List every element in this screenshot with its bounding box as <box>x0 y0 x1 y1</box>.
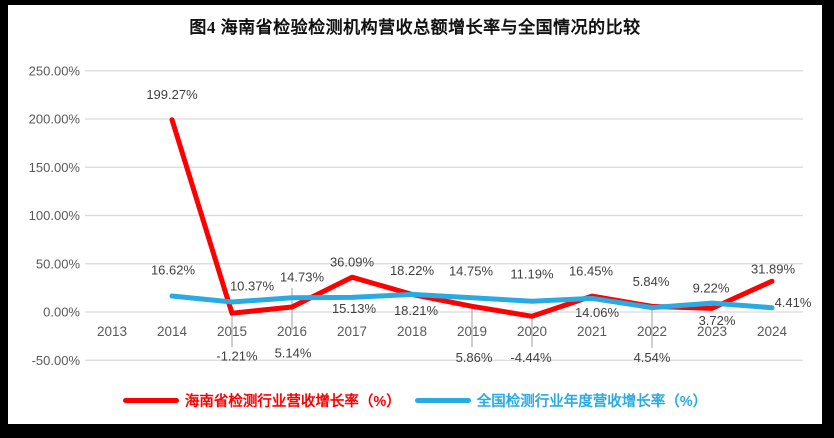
y-axis-tick-label: 0.00% <box>43 305 80 320</box>
x-axis-tick-label: 2014 <box>157 324 188 339</box>
x-axis-tick-label: 2018 <box>397 324 427 339</box>
data-label-hainan: 3.72% <box>699 313 736 328</box>
data-label-hainan: -4.44% <box>510 350 552 365</box>
chart-panel <box>8 5 822 424</box>
data-label-national: 14.73% <box>280 269 325 284</box>
data-label-hainan: 5.14% <box>275 346 312 361</box>
legend-swatch-national-line-icon <box>414 397 471 403</box>
x-axis-tick-label: 2017 <box>337 324 367 339</box>
data-label-national: 18.21% <box>394 303 439 318</box>
legend-item-national: 全国检测行业年度营收增长率（%） <box>414 390 708 411</box>
legend-label-national: 全国检测行业年度营收增长率（%） <box>476 393 708 410</box>
x-axis-tick-label: 2023 <box>697 324 727 339</box>
legend-item-hainan: 海南省检测行业营收增长率（%） <box>122 390 401 411</box>
data-label-hainan: 199.27% <box>146 87 198 102</box>
x-axis-tick-label: 2021 <box>577 324 607 339</box>
y-axis-tick-label: 50.00% <box>36 256 81 271</box>
data-label-national: 10.37% <box>230 278 275 293</box>
data-label-national: 15.13% <box>332 301 377 316</box>
data-label-national: 16.62% <box>151 262 196 277</box>
data-label-national: 11.19% <box>510 267 554 282</box>
data-label-hainan: 5.86% <box>456 350 493 365</box>
data-label-national: 9.22% <box>693 281 730 296</box>
data-label-hainan: 36.09% <box>330 255 375 270</box>
data-label-hainan: -1.21% <box>216 349 258 364</box>
legend-swatch-hainan-line-icon <box>122 397 179 403</box>
data-label-national: 4.54% <box>634 350 671 365</box>
series-line-national <box>169 291 775 311</box>
legend-label-hainan: 海南省检测行业营收增长率（%） <box>184 393 401 410</box>
data-label-national: 4.41% <box>775 295 812 310</box>
y-axis-tick-label: 250.00% <box>29 63 81 78</box>
x-axis-tick-label: 2013 <box>97 324 127 339</box>
chart-title: 图4 海南省检验检测机构营收总额增长率与全国情况的比较 <box>189 18 641 37</box>
x-axis-tick-label: 2024 <box>757 324 788 339</box>
y-axis-tick-label: 200.00% <box>29 112 81 127</box>
y-axis-tick-label: 100.00% <box>29 208 81 223</box>
data-label-hainan: 5.84% <box>633 274 670 289</box>
data-label-hainan: 16.45% <box>569 264 614 279</box>
y-axis-tick-label: -50.00% <box>32 353 81 368</box>
chart-legend: 海南省检测行业营收增长率（%） 全国检测行业年度营收增长率（%） <box>8 389 822 411</box>
data-label-national: 14.75% <box>449 263 494 278</box>
y-axis-tick-label: 150.00% <box>29 160 81 175</box>
data-label-hainan: 18.22% <box>390 263 435 278</box>
data-label-national: 14.06% <box>575 305 620 320</box>
x-axis-tick-label: 2016 <box>277 324 307 339</box>
data-label-hainan: 31.89% <box>751 262 796 277</box>
